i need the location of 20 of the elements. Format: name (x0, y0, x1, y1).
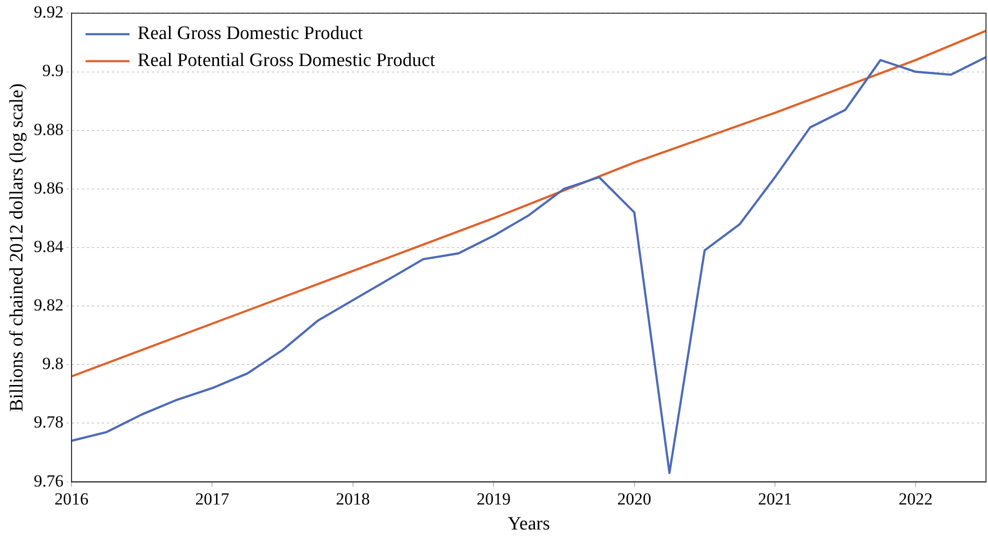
y-tick-label: 9.9 (42, 61, 64, 80)
legend-label: Real Gross Domestic Product (138, 23, 364, 44)
y-tick-label: 9.76 (34, 471, 64, 490)
y-tick-label: 9.8 (42, 354, 64, 374)
y-tick-label: 9.84 (34, 236, 64, 256)
x-tick-label: 2019 (476, 489, 511, 508)
x-tick-label: 2021 (758, 489, 792, 508)
y-tick-label: 9.82 (34, 296, 64, 315)
y-tick-label: 9.92 (34, 2, 64, 22)
x-tick-label: 2018 (336, 489, 370, 508)
y-axis-title: Billions of chained 2012 dollars (log scale) (6, 83, 28, 412)
y-tick-label: 9.88 (34, 120, 64, 139)
x-tick-label: 2016 (54, 489, 89, 508)
x-tick-label: 2022 (898, 489, 933, 508)
x-axis-title: Years (508, 514, 550, 535)
x-tick-label: 2017 (195, 489, 230, 508)
y-tick-label: 9.78 (34, 412, 64, 432)
x-tick-label: 2020 (617, 489, 652, 508)
legend-label: Real Potential Gross Domestic Product (138, 50, 436, 72)
y-tick-label: 9.86 (34, 178, 64, 198)
